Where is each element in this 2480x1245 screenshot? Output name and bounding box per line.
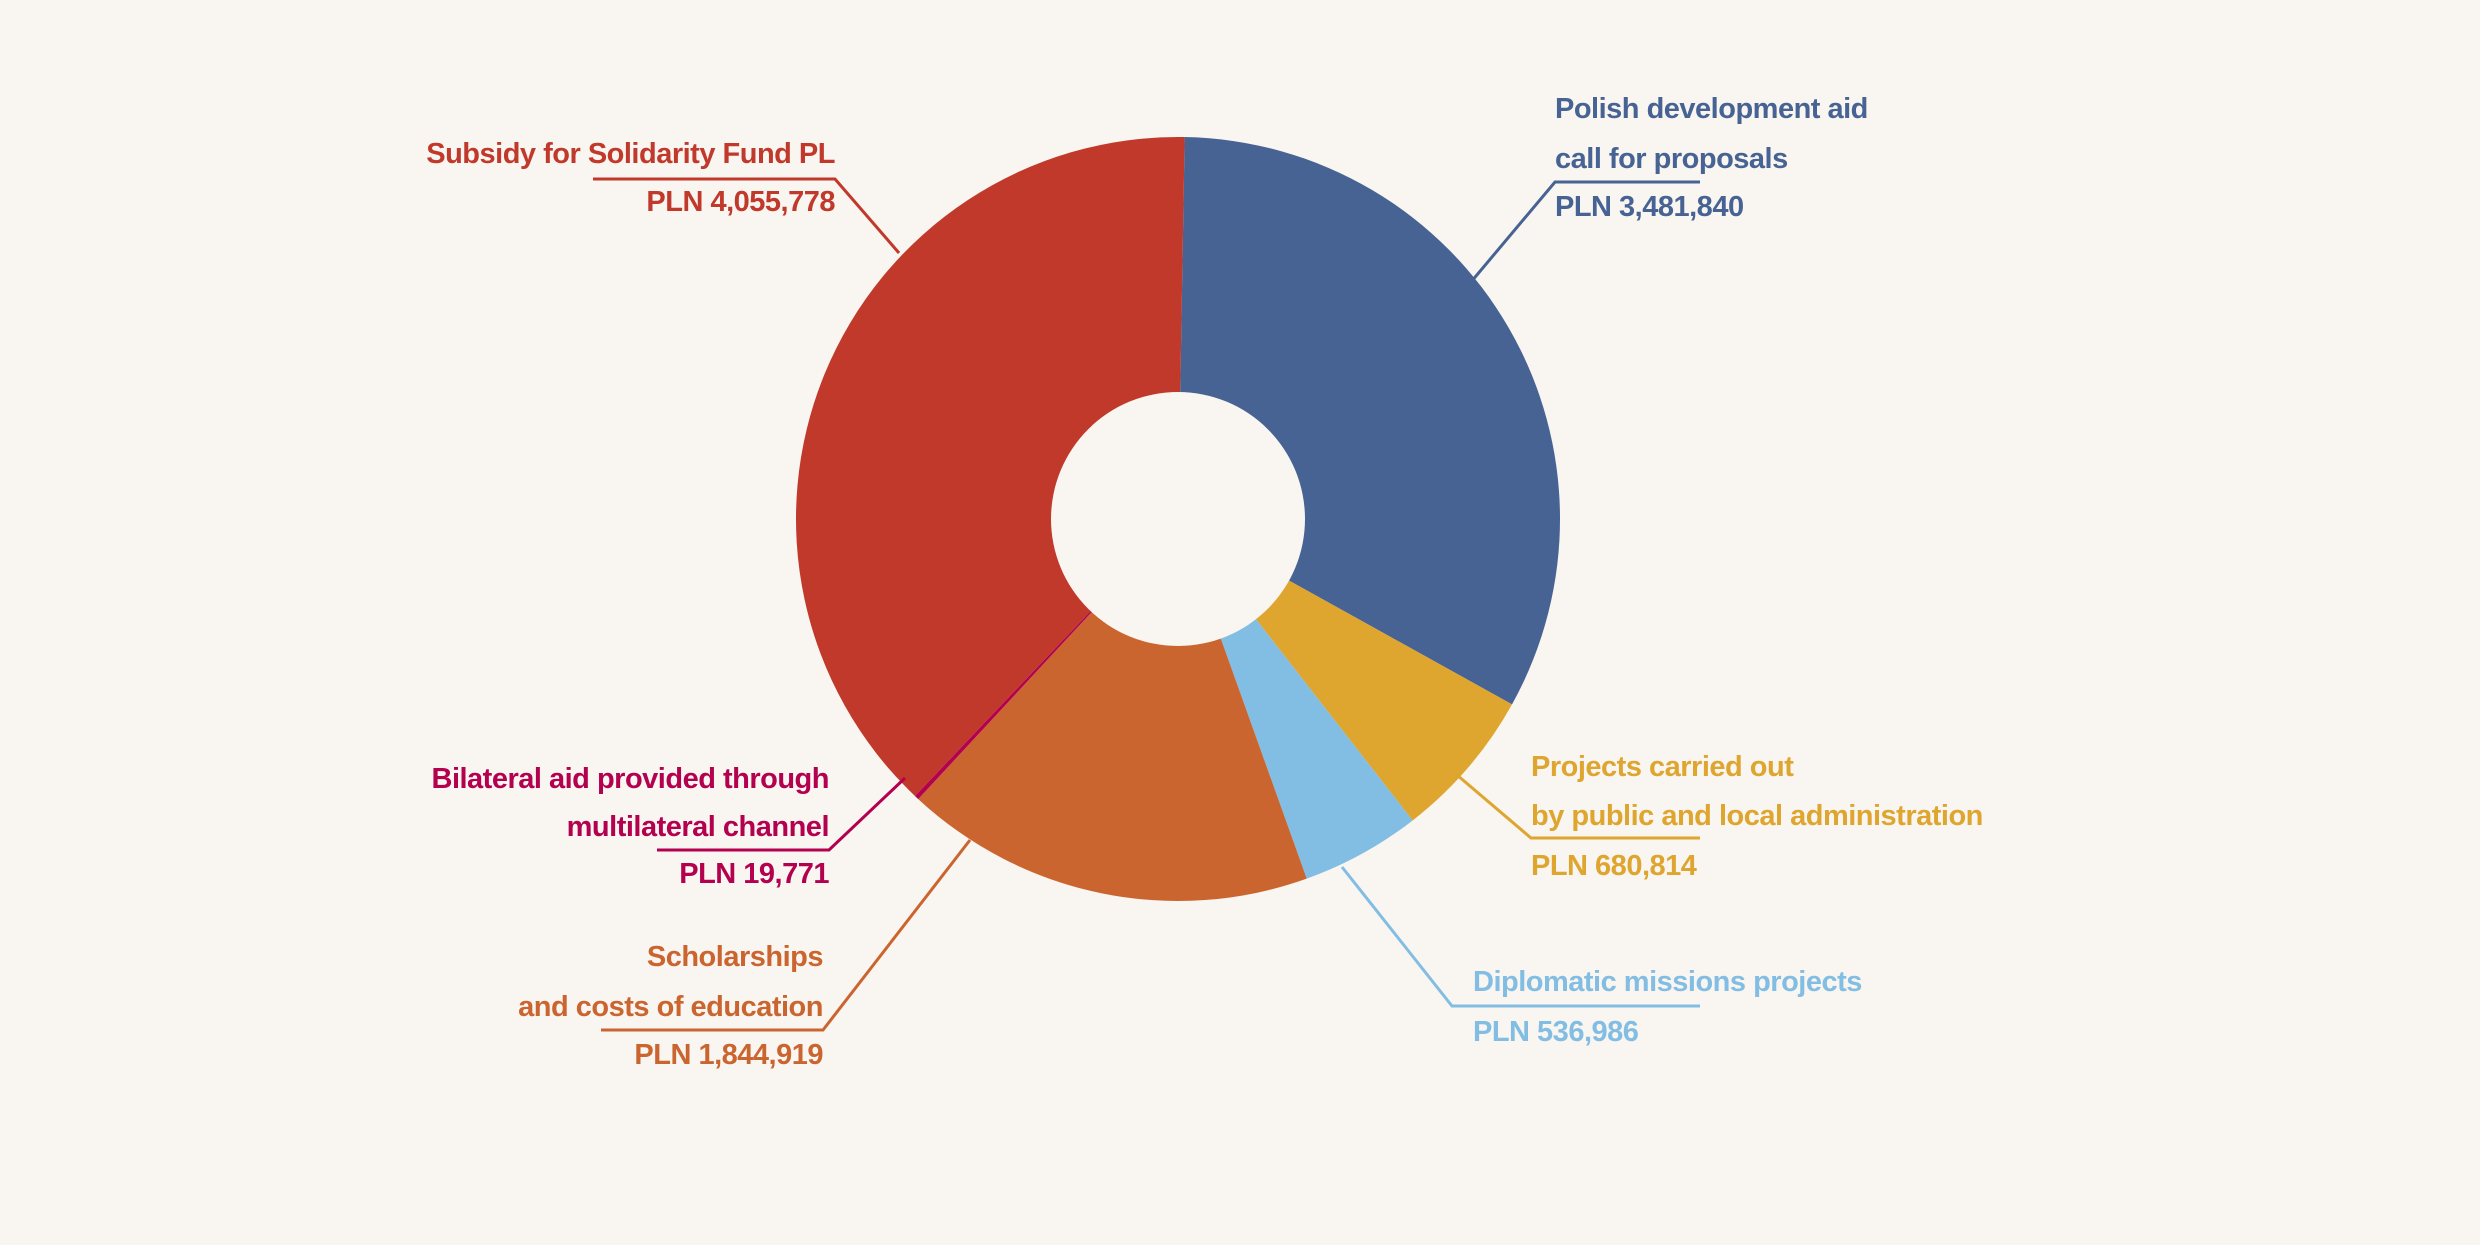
label-line: Diplomatic missions projects	[1473, 966, 1862, 998]
label-public-admin: Projects carried out by public and local…	[1531, 751, 1983, 882]
leader-line-public-admin	[1456, 773, 1700, 840]
label-line: Polish development aid	[1555, 93, 1868, 125]
label-solidarity-fund: Subsidy for Solidarity Fund PL PLN 4,055…	[426, 138, 836, 218]
donut-hole	[1051, 392, 1305, 646]
value-label: PLN 536,986	[1473, 1016, 1639, 1048]
label-diplomatic-missions: Diplomatic missions projects PLN 536,986	[1473, 966, 1862, 1048]
value-label: PLN 680,814	[1531, 850, 1697, 882]
value-label: PLN 3,481,840	[1555, 191, 1744, 223]
label-line: Bilateral aid provided through	[432, 763, 830, 795]
label-line: Subsidy for Solidarity Fund PL	[426, 138, 835, 170]
label-line: by public and local administration	[1531, 800, 1983, 832]
label-line: call for proposals	[1555, 143, 1788, 175]
value-label: PLN 4,055,778	[646, 186, 835, 218]
leader-line-scholarships	[601, 839, 972, 1032]
leader-line-call-for-proposals	[1469, 180, 1700, 283]
label-multilateral: Bilateral aid provided through multilate…	[432, 763, 830, 890]
leader-line-diplomatic-missions	[1340, 866, 1700, 1008]
value-label: PLN 19,771	[679, 858, 829, 890]
donut-slice-5	[796, 137, 1185, 797]
label-line: and costs of education	[518, 991, 823, 1023]
label-scholarships: Scholarships and costs of education PLN …	[518, 941, 824, 1071]
label-call-for-proposals: Polish development aid call for proposal…	[1555, 93, 1868, 223]
value-label: PLN 1,844,919	[634, 1039, 823, 1071]
label-line: Projects carried out	[1531, 751, 1794, 783]
label-line: multilateral channel	[567, 811, 829, 843]
leader-line-multilateral	[657, 776, 907, 852]
leader-line-solidarity-fund	[593, 177, 901, 254]
label-line: Scholarships	[647, 941, 823, 973]
